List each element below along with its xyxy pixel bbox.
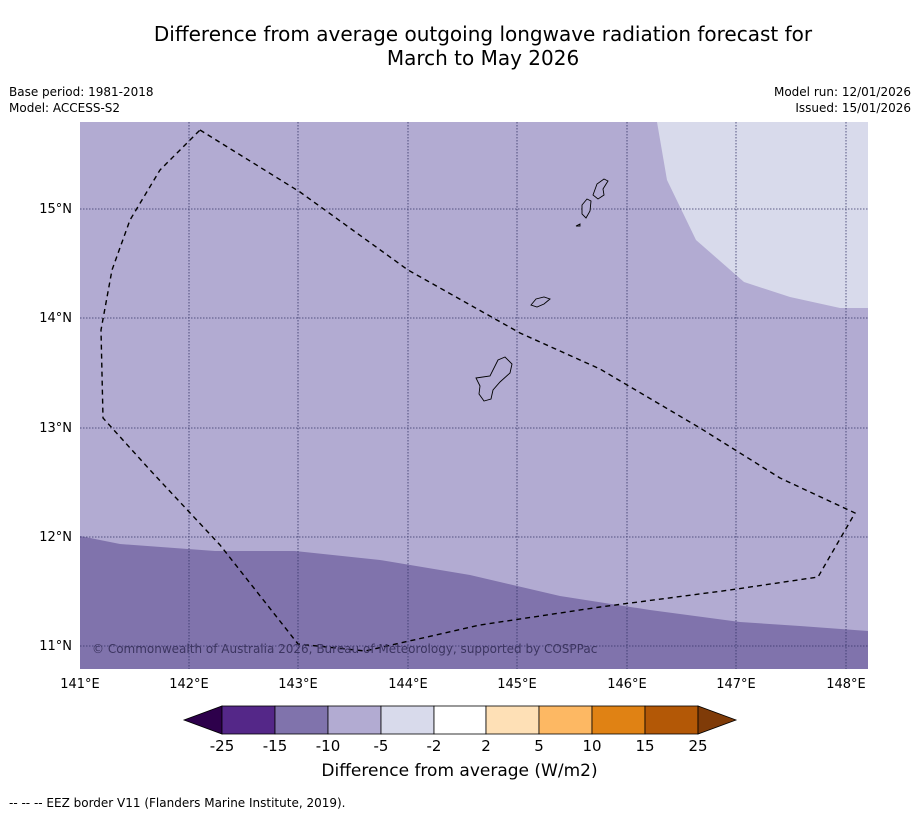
eez-footnote: -- -- -- EEZ border V11 (Flanders Marine… bbox=[9, 796, 346, 810]
colorbar bbox=[182, 705, 738, 735]
lat-label: 15°N bbox=[39, 202, 72, 217]
map-figure: © Commonwealth of Australia 2026, Bureau… bbox=[39, 122, 868, 755]
saipan-island bbox=[592, 178, 609, 200]
meta-left: Base period: 1981-2018 Model: ACCESS-S2 bbox=[9, 84, 154, 116]
colorbar-tick: -15 bbox=[263, 737, 288, 755]
lat-label: 12°N bbox=[39, 530, 72, 545]
colorbar-segment bbox=[644, 705, 699, 735]
colorbar-min-extend bbox=[182, 705, 223, 735]
guam-island bbox=[475, 356, 513, 402]
longitude-labels: 141°E 142°E 143°E 144°E 145°E 146°E 147°… bbox=[60, 677, 866, 692]
colorbar-segment bbox=[485, 705, 540, 735]
tinian-island bbox=[581, 198, 592, 219]
lat-label: 14°N bbox=[39, 311, 72, 326]
copyright-note: © Commonwealth of Australia 2026, Bureau… bbox=[92, 642, 597, 656]
lat-label: 11°N bbox=[39, 639, 72, 654]
colorbar-tick: -2 bbox=[427, 737, 442, 755]
colorbar-segment bbox=[591, 705, 646, 735]
lon-label: 146°E bbox=[607, 677, 647, 692]
issued-date: Issued: 15/01/2026 bbox=[795, 101, 911, 115]
colorbar-tick: 10 bbox=[582, 737, 601, 755]
graticule bbox=[80, 122, 868, 669]
colorbar-segment bbox=[433, 705, 487, 735]
colorbar-segment bbox=[221, 705, 276, 735]
lon-label: 142°E bbox=[169, 677, 209, 692]
map-area: © Commonwealth of Australia 2026, Bureau… bbox=[80, 122, 868, 669]
lon-label: 145°E bbox=[497, 677, 537, 692]
colorbar-ticks: -25 -15 -10 -5 -2 2 5 10 15 25 bbox=[210, 737, 708, 755]
colorbar-tick: -25 bbox=[210, 737, 235, 755]
colorbar-tick: 5 bbox=[534, 737, 544, 755]
anomaly-zone-minus15-minus10 bbox=[80, 536, 868, 669]
colorbar-tick: -10 bbox=[316, 737, 341, 755]
lon-label: 144°E bbox=[388, 677, 428, 692]
rota-island bbox=[530, 296, 551, 308]
colorbar-segment bbox=[274, 705, 329, 735]
model-run-date: Model run: 12/01/2026 bbox=[773, 85, 911, 99]
anomaly-zone-minus5-minus2 bbox=[657, 122, 868, 308]
colorbar-tick: -5 bbox=[374, 737, 389, 755]
lon-label: 143°E bbox=[278, 677, 318, 692]
colorbar-tick: 2 bbox=[481, 737, 491, 755]
colorbar-segment bbox=[380, 705, 435, 735]
lon-label: 141°E bbox=[60, 677, 100, 692]
lon-label: 147°E bbox=[716, 677, 756, 692]
latitude-labels: 15°N 14°N 13°N 12°N 11°N bbox=[39, 202, 72, 654]
islands bbox=[475, 178, 609, 402]
eez-border bbox=[100, 129, 856, 652]
colorbar-tick: 15 bbox=[635, 737, 654, 755]
meta-right: Model run: 12/01/2026 Issued: 15/01/2026 bbox=[774, 84, 911, 116]
lon-label: 148°E bbox=[826, 677, 866, 692]
colorbar-label: Difference from average (W/m2) bbox=[321, 761, 598, 781]
title-line-2: March to May 2026 bbox=[386, 46, 580, 70]
title-line-1: Difference from average outgoing longwav… bbox=[153, 22, 813, 46]
colorbar-max-extend bbox=[697, 705, 738, 735]
aguijan-island bbox=[575, 223, 581, 227]
colorbar-segment bbox=[327, 705, 382, 735]
colorbar-segment bbox=[538, 705, 593, 735]
chart-title: Difference from average outgoing longwav… bbox=[0, 22, 919, 70]
model-name: Model: ACCESS-S2 bbox=[9, 101, 121, 115]
lat-label: 13°N bbox=[39, 421, 72, 436]
colorbar-tick: 25 bbox=[688, 737, 707, 755]
base-period: Base period: 1981-2018 bbox=[9, 85, 154, 99]
